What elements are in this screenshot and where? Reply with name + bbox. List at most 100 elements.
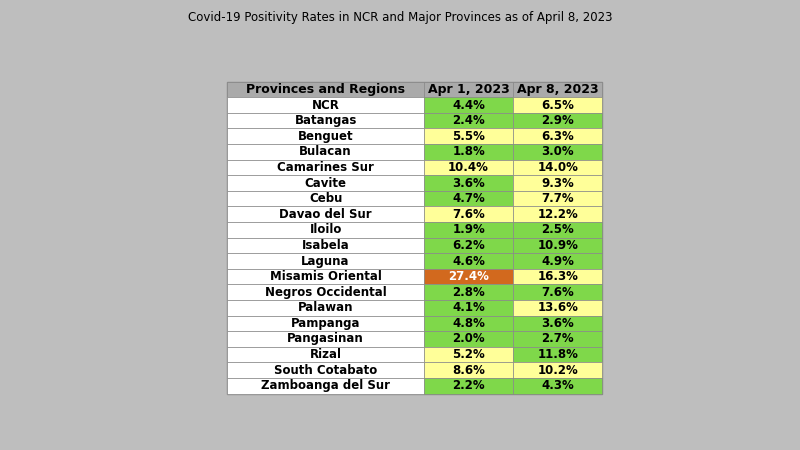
Text: Apr 8, 2023: Apr 8, 2023: [517, 83, 598, 96]
Bar: [424, 315, 513, 331]
Bar: [227, 315, 424, 331]
Text: NCR: NCR: [312, 99, 339, 112]
Text: Laguna: Laguna: [302, 255, 350, 268]
Text: Iloilo: Iloilo: [310, 223, 342, 236]
Text: Bulacan: Bulacan: [299, 145, 352, 158]
Text: 10.4%: 10.4%: [448, 161, 489, 174]
Text: 7.7%: 7.7%: [542, 192, 574, 205]
Bar: [227, 175, 424, 191]
Text: 1.8%: 1.8%: [452, 145, 485, 158]
Bar: [227, 97, 424, 113]
Bar: [424, 175, 513, 191]
Bar: [227, 129, 424, 144]
Bar: [424, 207, 513, 222]
Text: 4.6%: 4.6%: [452, 255, 485, 268]
Text: 2.2%: 2.2%: [452, 379, 485, 392]
Bar: [513, 222, 602, 238]
Text: 9.3%: 9.3%: [542, 176, 574, 189]
Text: 1.9%: 1.9%: [452, 223, 485, 236]
Bar: [424, 191, 513, 207]
Bar: [227, 82, 602, 394]
Bar: [513, 191, 602, 207]
Bar: [227, 331, 424, 347]
Text: 16.3%: 16.3%: [538, 270, 578, 283]
Text: 27.4%: 27.4%: [448, 270, 489, 283]
Bar: [424, 347, 513, 362]
Bar: [227, 160, 424, 176]
Text: 5.5%: 5.5%: [452, 130, 485, 143]
Bar: [513, 284, 602, 300]
Text: 6.5%: 6.5%: [542, 99, 574, 112]
Bar: [424, 378, 513, 394]
Text: 4.9%: 4.9%: [542, 255, 574, 268]
Bar: [227, 300, 424, 315]
Text: 7.6%: 7.6%: [542, 286, 574, 299]
Text: Rizal: Rizal: [310, 348, 342, 361]
Text: Negros Occidental: Negros Occidental: [265, 286, 386, 299]
Bar: [227, 222, 424, 238]
Bar: [513, 144, 602, 160]
Text: 4.4%: 4.4%: [452, 99, 485, 112]
Bar: [513, 300, 602, 315]
Text: Isabela: Isabela: [302, 239, 350, 252]
Text: Covid-19 Positivity Rates in NCR and Major Provinces as of April 8, 2023: Covid-19 Positivity Rates in NCR and Maj…: [188, 11, 612, 24]
Text: 4.8%: 4.8%: [452, 317, 485, 330]
Bar: [513, 315, 602, 331]
Bar: [513, 129, 602, 144]
Bar: [424, 97, 513, 113]
Bar: [513, 331, 602, 347]
Bar: [513, 207, 602, 222]
Bar: [513, 160, 602, 176]
Bar: [227, 113, 424, 129]
Bar: [513, 347, 602, 362]
Text: Benguet: Benguet: [298, 130, 354, 143]
Bar: [227, 269, 424, 284]
Bar: [513, 238, 602, 253]
Text: Cavite: Cavite: [305, 176, 346, 189]
Bar: [227, 378, 424, 394]
Bar: [227, 144, 424, 160]
Text: Davao del Sur: Davao del Sur: [279, 208, 372, 221]
Text: 14.0%: 14.0%: [538, 161, 578, 174]
Bar: [424, 144, 513, 160]
Bar: [424, 129, 513, 144]
Text: South Cotabato: South Cotabato: [274, 364, 377, 377]
Bar: [227, 362, 424, 378]
Bar: [513, 378, 602, 394]
Text: Camarines Sur: Camarines Sur: [277, 161, 374, 174]
Text: 7.6%: 7.6%: [452, 208, 485, 221]
Text: Apr 1, 2023: Apr 1, 2023: [428, 83, 510, 96]
Text: Palawan: Palawan: [298, 302, 354, 314]
Bar: [513, 269, 602, 284]
Text: 3.6%: 3.6%: [452, 176, 485, 189]
Bar: [424, 82, 513, 97]
Text: 4.3%: 4.3%: [542, 379, 574, 392]
Text: 6.3%: 6.3%: [542, 130, 574, 143]
Text: 2.4%: 2.4%: [452, 114, 485, 127]
Bar: [424, 160, 513, 176]
Text: Batangas: Batangas: [294, 114, 357, 127]
Bar: [513, 113, 602, 129]
Bar: [227, 238, 424, 253]
Text: Pampanga: Pampanga: [291, 317, 360, 330]
Bar: [513, 362, 602, 378]
Bar: [227, 284, 424, 300]
Bar: [227, 191, 424, 207]
Bar: [513, 175, 602, 191]
Text: 13.6%: 13.6%: [538, 302, 578, 314]
Text: Zamboanga del Sur: Zamboanga del Sur: [261, 379, 390, 392]
Bar: [513, 253, 602, 269]
Text: 4.1%: 4.1%: [452, 302, 485, 314]
Bar: [513, 82, 602, 97]
Text: Pangasinan: Pangasinan: [287, 333, 364, 346]
Bar: [227, 347, 424, 362]
Bar: [424, 222, 513, 238]
Bar: [424, 238, 513, 253]
Text: 12.2%: 12.2%: [538, 208, 578, 221]
Bar: [424, 300, 513, 315]
Bar: [424, 113, 513, 129]
Text: 2.5%: 2.5%: [542, 223, 574, 236]
Text: 2.8%: 2.8%: [452, 286, 485, 299]
Text: 10.9%: 10.9%: [538, 239, 578, 252]
Bar: [424, 362, 513, 378]
